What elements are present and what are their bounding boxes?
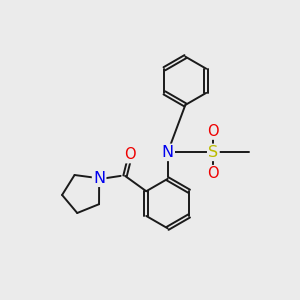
Text: O: O: [208, 124, 219, 139]
Text: S: S: [208, 145, 218, 160]
Text: O: O: [124, 147, 136, 162]
Text: O: O: [208, 166, 219, 181]
Text: N: N: [162, 145, 174, 160]
Text: N: N: [93, 171, 105, 186]
